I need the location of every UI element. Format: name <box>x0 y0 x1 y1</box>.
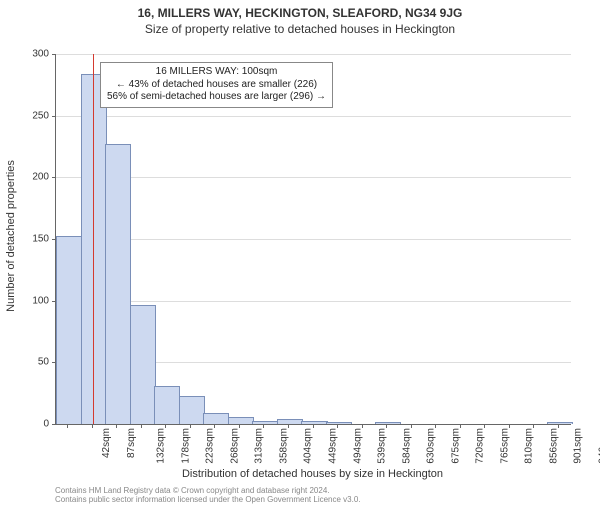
xtick-label: 404sqm <box>303 428 314 464</box>
histogram-bar <box>228 417 254 424</box>
ytick-label: 150 <box>19 234 49 245</box>
xtick-mark <box>460 424 461 428</box>
histogram-bar <box>547 422 573 424</box>
infobox-line2: ← 43% of detached houses are smaller (22… <box>107 79 326 92</box>
credits-line2: Contains public sector information licen… <box>55 495 361 504</box>
gridline <box>56 177 571 178</box>
histogram-bar <box>326 422 352 424</box>
xtick-label: 539sqm <box>377 428 388 464</box>
histogram-bar <box>277 419 303 424</box>
xtick-mark <box>558 424 559 428</box>
ytick-label: 50 <box>19 357 49 368</box>
histogram-bar <box>130 305 156 424</box>
ytick-label: 100 <box>19 295 49 306</box>
histogram-bar <box>375 422 401 424</box>
xtick-label: 856sqm <box>548 428 559 464</box>
histogram-bar <box>301 421 327 424</box>
xtick-mark <box>165 424 166 428</box>
xtick-mark <box>263 424 264 428</box>
xtick-label: 178sqm <box>180 428 191 464</box>
infobox-line3: 56% of semi-detached houses are larger (… <box>107 91 326 104</box>
xtick-label: 358sqm <box>279 428 290 464</box>
ytick-label: 250 <box>19 110 49 121</box>
xtick-label: 268sqm <box>229 428 240 464</box>
xtick-mark <box>435 424 436 428</box>
chart-area: 16 MILLERS WAY: 100sqm ← 43% of detached… <box>55 54 570 424</box>
xtick-label: 901sqm <box>573 428 584 464</box>
xtick-mark <box>484 424 485 428</box>
ytick-mark <box>52 116 56 117</box>
xtick-label: 675sqm <box>450 428 461 464</box>
xtick-mark <box>411 424 412 428</box>
ytick-label: 0 <box>19 419 49 430</box>
histogram-bar <box>81 74 107 424</box>
y-axis-label: Number of detached properties <box>5 160 17 312</box>
xtick-label: 42sqm <box>101 428 112 458</box>
xtick-mark <box>362 424 363 428</box>
histogram-bar <box>154 386 180 424</box>
xtick-label: 765sqm <box>499 428 510 464</box>
histogram-bar <box>203 413 229 424</box>
xtick-mark <box>386 424 387 428</box>
histogram-bar <box>105 144 131 424</box>
xtick-mark <box>92 424 93 428</box>
xtick-mark <box>239 424 240 428</box>
xtick-mark <box>337 424 338 428</box>
histogram-bar <box>56 236 82 424</box>
xtick-mark <box>67 424 68 428</box>
xtick-label: 87sqm <box>126 428 137 458</box>
xtick-label: 449sqm <box>328 428 339 464</box>
gridline <box>56 301 571 302</box>
xtick-mark <box>313 424 314 428</box>
xtick-mark <box>116 424 117 428</box>
xtick-mark <box>190 424 191 428</box>
xtick-label: 494sqm <box>352 428 363 464</box>
ytick-mark <box>52 54 56 55</box>
xtick-label: 132sqm <box>156 428 167 464</box>
gridline <box>56 54 571 55</box>
xtick-label: 810sqm <box>524 428 535 464</box>
credits-line1: Contains HM Land Registry data © Crown c… <box>55 486 361 495</box>
infobox-line1: 16 MILLERS WAY: 100sqm <box>107 66 326 79</box>
gridline <box>56 116 571 117</box>
xtick-label: 720sqm <box>475 428 486 464</box>
chart-title-main: 16, MILLERS WAY, HECKINGTON, SLEAFORD, N… <box>0 6 600 20</box>
xtick-mark <box>214 424 215 428</box>
ytick-label: 200 <box>19 172 49 183</box>
xtick-mark <box>533 424 534 428</box>
ytick-label: 300 <box>19 49 49 60</box>
ytick-mark <box>52 177 56 178</box>
xtick-mark <box>509 424 510 428</box>
info-callout-box: 16 MILLERS WAY: 100sqm ← 43% of detached… <box>100 62 333 108</box>
xtick-mark <box>141 424 142 428</box>
highlight-marker-line <box>93 54 94 424</box>
xtick-mark <box>288 424 289 428</box>
x-axis-label: Distribution of detached houses by size … <box>55 468 570 480</box>
chart-title-sub: Size of property relative to detached ho… <box>0 22 600 36</box>
xtick-label: 223sqm <box>205 428 216 464</box>
ytick-mark <box>52 424 56 425</box>
xtick-label: 630sqm <box>426 428 437 464</box>
xtick-label: 313sqm <box>254 428 265 464</box>
xtick-label: 584sqm <box>401 428 412 464</box>
histogram-bar <box>252 421 278 424</box>
credits-text: Contains HM Land Registry data © Crown c… <box>55 486 361 504</box>
gridline <box>56 239 571 240</box>
histogram-bar <box>179 396 205 424</box>
plot-region <box>55 54 571 425</box>
